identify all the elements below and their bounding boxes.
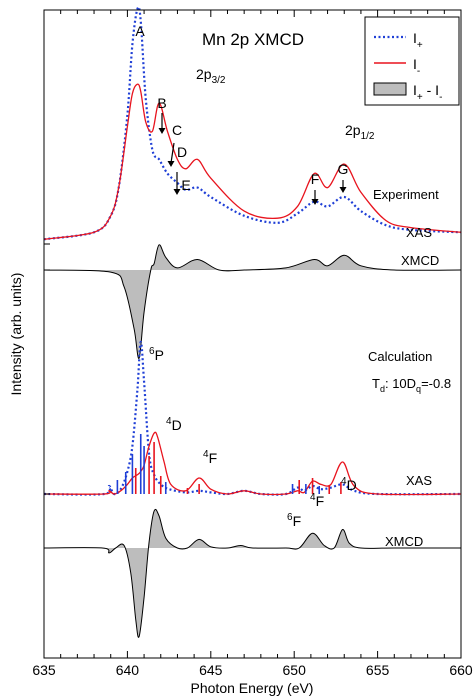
x-tick-label: 650 bbox=[283, 662, 307, 678]
x-tick-label: 660 bbox=[449, 662, 473, 678]
peak-label-b: B bbox=[157, 95, 166, 111]
multiplet-label: 4D bbox=[166, 416, 182, 433]
peak-label-g: G bbox=[338, 161, 349, 177]
multiplet-label: 4D bbox=[341, 476, 357, 493]
peak-arrowhead bbox=[167, 161, 175, 167]
legend-label-i-minus: I- bbox=[413, 56, 420, 77]
edge-label-2p1-2: 2p1/2 bbox=[345, 122, 375, 142]
edge-label-2p3-2: 2p3/2 bbox=[196, 66, 226, 86]
series-i-plus-calculation bbox=[43, 340, 462, 496]
plot-frame bbox=[43, 9, 462, 659]
multiplet-label: 6F bbox=[287, 512, 301, 529]
x-tick-label: 645 bbox=[199, 662, 223, 678]
peak-label-d: D bbox=[177, 144, 187, 160]
peak-label-e: E bbox=[181, 177, 190, 193]
xmcd-fill-experiment bbox=[44, 244, 461, 359]
x-tick-label: 640 bbox=[116, 662, 140, 678]
x-axis-ticks: 635 640 645 650 655 660 bbox=[32, 10, 473, 678]
series-i-plus-experiment bbox=[43, 5, 462, 241]
label-td-10dq: Td: 10Dq=-0.8 bbox=[372, 376, 451, 394]
x-tick-label: 655 bbox=[366, 662, 390, 678]
peak-arrowhead bbox=[311, 199, 319, 205]
legend-swatch-xmcd bbox=[373, 82, 407, 96]
legend: I+ I- I+ - I- bbox=[364, 16, 460, 106]
peak-labels: A BCD E F G 6P 4D 4F 6F 4F 4D bbox=[135, 23, 356, 529]
x-axis-label: Photon Energy (eV) bbox=[191, 680, 314, 696]
label-xmcd-calculation: XMCD bbox=[385, 534, 423, 549]
label-xas-calculation: XAS bbox=[406, 473, 432, 488]
multiplet-label: 4F bbox=[203, 449, 217, 466]
xmcd-line-experiment bbox=[43, 244, 462, 359]
peak-arrowhead bbox=[158, 128, 166, 134]
series-i-minus-experiment bbox=[43, 83, 462, 240]
peak-label-f: F bbox=[311, 171, 320, 187]
label-xmcd-experiment: XMCD bbox=[401, 253, 439, 268]
multiplet-label: 6P bbox=[149, 346, 164, 363]
chart-title: Mn 2p XMCD bbox=[202, 30, 304, 49]
multiplet-label: 4F bbox=[310, 492, 324, 509]
series-i-minus-calculation bbox=[43, 431, 462, 496]
xmcd-line-calculation bbox=[43, 508, 461, 638]
peak-arrowhead bbox=[173, 189, 181, 195]
calculation-panel bbox=[43, 340, 462, 638]
peak-arrowhead bbox=[339, 187, 347, 193]
peak-arrow bbox=[170, 142, 175, 164]
y-axis-label: Intensity (arb. units) bbox=[8, 273, 24, 396]
peak-label-c: C bbox=[172, 122, 182, 138]
experiment-panel bbox=[43, 5, 462, 359]
label-calculation: Calculation bbox=[368, 349, 432, 364]
peak-label-a: A bbox=[135, 23, 145, 39]
label-xas-experiment: XAS bbox=[406, 225, 432, 240]
legend-label-i-plus: I+ bbox=[413, 30, 423, 51]
label-experiment: Experiment bbox=[373, 187, 439, 202]
x-tick-label: 635 bbox=[32, 662, 56, 678]
xmcd-fill-calculation bbox=[44, 509, 461, 638]
